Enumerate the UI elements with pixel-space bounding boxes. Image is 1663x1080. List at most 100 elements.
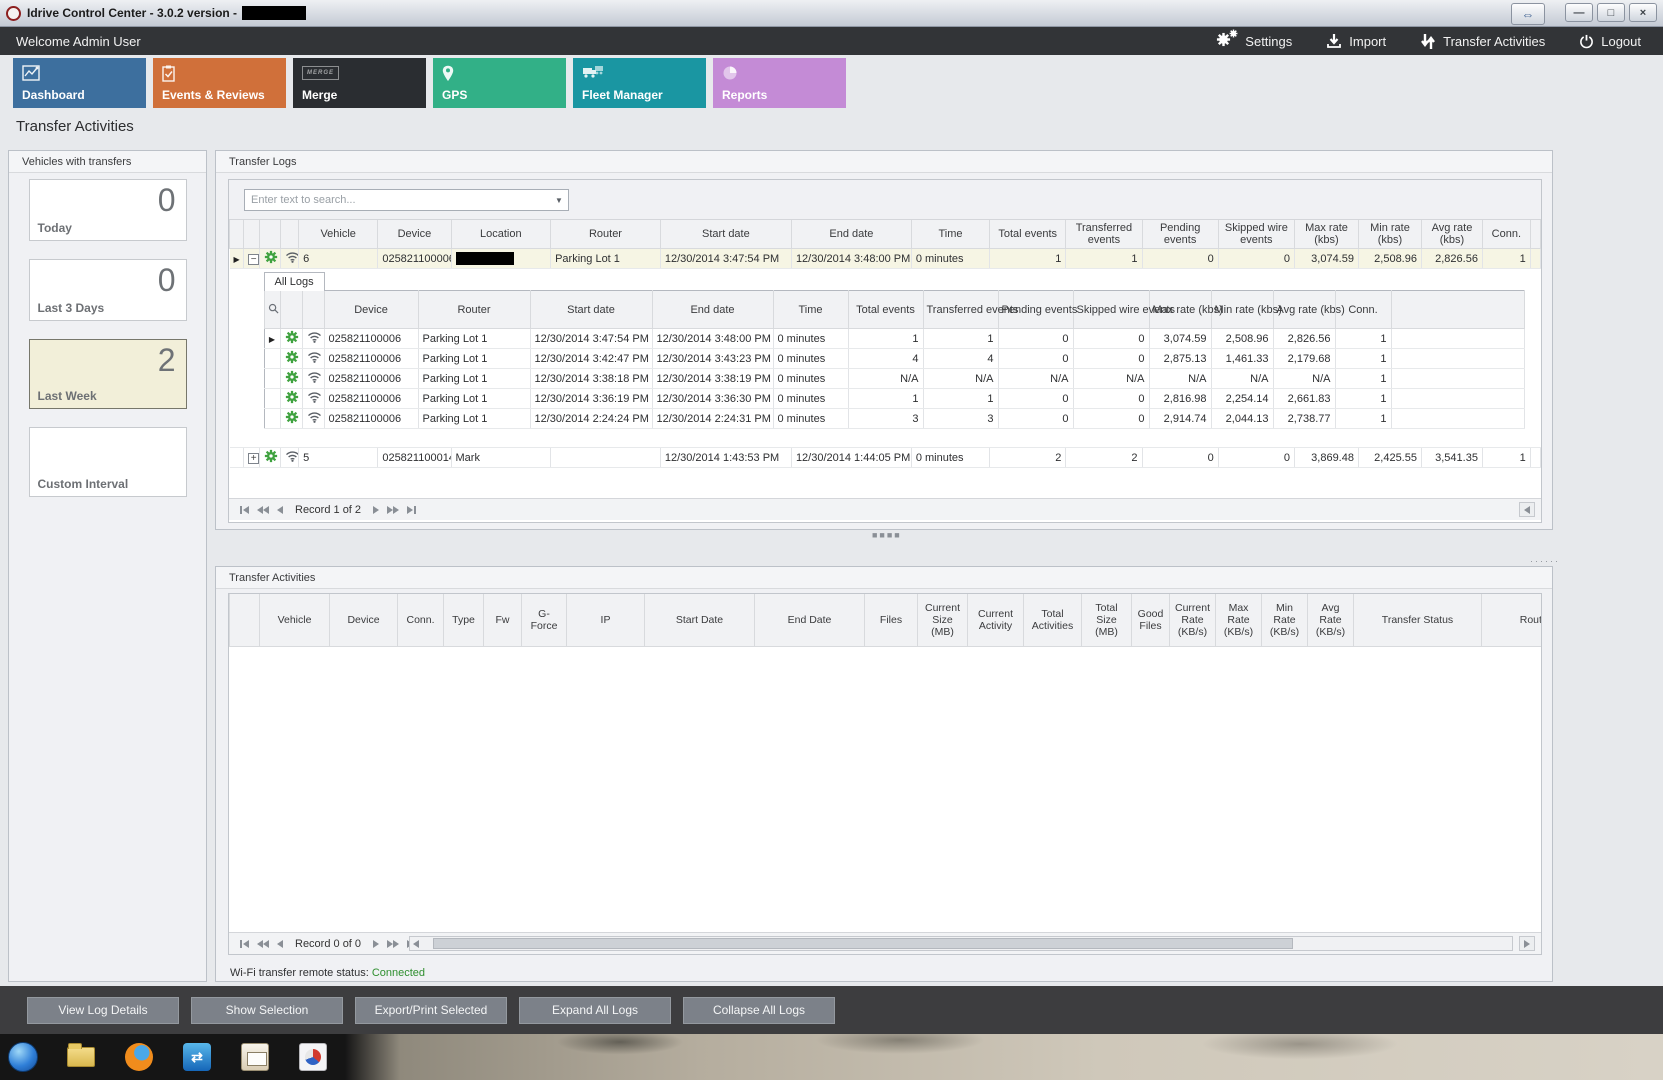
column-header-router[interactable]: Router (417, 290, 531, 329)
all-logs-tab[interactable]: All Logs (263, 272, 325, 291)
column-header-pending-events[interactable]: Pending events (997, 290, 1077, 329)
column-header-router[interactable]: Router (1481, 594, 1541, 647)
export-print-selected-button[interactable]: Export/Print Selected (355, 996, 507, 1024)
column-header-max-rate-kbs-[interactable]: Max rate (kbs) (1293, 220, 1359, 249)
log-row[interactable]: + 5 025821100014 Mark 12/30/2014 1:43:53 … (229, 447, 1542, 468)
scrollbar-thumb[interactable] (433, 938, 1293, 949)
log-row[interactable]: ▶ − 6 025821100006 Parking Lot 1 12/30/201… (229, 248, 1542, 269)
column-header-conn-[interactable]: Conn. (397, 594, 444, 647)
column-header-transferred-events[interactable]: Transferred events (922, 290, 1018, 329)
prev-page-button[interactable] (257, 505, 269, 514)
show-selection-button[interactable]: Show Selection (191, 996, 343, 1024)
column-header-vehicle[interactable]: Vehicle (259, 594, 330, 647)
column-header-start-date[interactable]: Start date (659, 220, 792, 249)
chevron-down-icon[interactable]: ▼ (555, 195, 563, 205)
column-header-end-date[interactable]: End Date (754, 594, 865, 647)
filter-card-custom-interval[interactable]: Custom Interval (28, 427, 187, 497)
column-header-skipped-wire-events[interactable]: Skipped wire events (1217, 220, 1295, 249)
expand-row-button[interactable]: + (248, 452, 259, 464)
column-header-time[interactable]: Time (772, 290, 849, 329)
close-button[interactable]: × (1629, 3, 1657, 22)
search-icon[interactable] (268, 303, 279, 314)
column-header-avg-rate-kbs-[interactable]: Avg rate (kbs) (1272, 290, 1345, 329)
column-header-end-date[interactable]: End date (790, 220, 912, 249)
column-header-current-size-mb-[interactable]: Current Size (MB) (917, 594, 968, 647)
log-detail-row[interactable]: 025821100006 Parking Lot 1 12/30/2014 3:36… (264, 388, 1525, 409)
log-detail-row[interactable]: 025821100006 Parking Lot 1 12/30/2014 3:38… (264, 368, 1525, 389)
column-header-max-rate-kbs-[interactable]: Max rate (kbs) (1148, 290, 1223, 329)
column-header-min-rate-kbs-[interactable]: Min rate (kbs) (1210, 290, 1282, 329)
column-header-transfer-status[interactable]: Transfer Status (1353, 594, 1482, 647)
tab-fleet-manager[interactable]: Fleet Manager (573, 58, 706, 108)
column-header-location[interactable]: Location (450, 220, 552, 249)
column-header-total-activities[interactable]: Total Activities (1023, 594, 1082, 647)
horizontal-scrollbar[interactable] (409, 936, 1513, 951)
log-detail-row[interactable]: 025821100006 Parking Lot 1 12/30/2014 2:24… (264, 408, 1525, 429)
prev-record-button[interactable] (277, 939, 283, 948)
last-record-button[interactable] (407, 505, 417, 514)
column-header-current-activity[interactable]: Current Activity (967, 594, 1024, 647)
column-header-conn-[interactable]: Conn. (1334, 290, 1392, 329)
column-header-device[interactable]: Device (323, 290, 419, 329)
settings-button[interactable]: Settings (1216, 29, 1292, 50)
column-header-avg-rate-kb-s-[interactable]: Avg Rate (KB/s) (1307, 594, 1354, 647)
scroll-left-button[interactable] (1519, 502, 1535, 517)
column-header-ip[interactable]: IP (566, 594, 645, 647)
maximize-button[interactable]: □ (1597, 3, 1625, 22)
logout-button[interactable]: Logout (1579, 34, 1641, 49)
tab-dashboard[interactable]: Dashboard (13, 58, 146, 108)
column-header-min-rate-kb-s-[interactable]: Min Rate (KB/s) (1261, 594, 1308, 647)
next-record-button[interactable] (373, 505, 380, 514)
log-detail-row[interactable]: 025821100006 Parking Lot 1 12/30/2014 3:42… (264, 348, 1525, 369)
tab-merge[interactable]: MERGE Merge (293, 58, 426, 108)
column-header-current-rate-kb-s-[interactable]: Current Rate (KB/s) (1169, 594, 1216, 647)
collapse-row-button[interactable]: − (248, 253, 259, 265)
filter-card-today[interactable]: 0 Today (28, 179, 187, 241)
tab-reports[interactable]: Reports (713, 58, 846, 108)
column-header-max-rate-kb-s-[interactable]: Max Rate (KB/s) (1215, 594, 1262, 647)
column-header-conn-[interactable]: Conn. (1481, 220, 1531, 249)
column-header-vehicle[interactable]: Vehicle (298, 220, 379, 249)
resize-button[interactable]: ⇔ (1511, 3, 1545, 25)
column-header-files[interactable]: Files (864, 594, 918, 647)
prev-record-button[interactable] (277, 505, 283, 514)
column-header-end-date[interactable]: End date (651, 290, 774, 329)
view-log-details-button[interactable]: View Log Details (27, 996, 179, 1024)
splitter-grip[interactable]: ■■■■ (872, 530, 902, 540)
firefox-icon[interactable] (122, 1040, 156, 1074)
search-input[interactable] (245, 194, 550, 206)
log-detail-row[interactable]: ▶ 025821100006 Parking Lot 1 12/30/2014 3:… (264, 328, 1525, 349)
panel-resize-grip[interactable]: ······ (1530, 556, 1560, 566)
file-explorer-icon[interactable] (64, 1040, 98, 1074)
column-header-device[interactable]: Device (329, 594, 398, 647)
minimize-button[interactable]: — (1565, 3, 1593, 22)
collapse-all-logs-button[interactable]: Collapse All Logs (683, 996, 835, 1024)
scroll-right-button[interactable] (1519, 936, 1535, 951)
column-header-min-rate-kbs-[interactable]: Min rate (kbs) (1357, 220, 1422, 249)
column-header-g-force[interactable]: G-Force (521, 594, 567, 647)
column-header-skipped-wire-events[interactable]: Skipped wire events (1072, 290, 1175, 329)
first-record-button[interactable] (239, 505, 249, 514)
column-header-avg-rate-kbs-[interactable]: Avg rate (kbs) (1420, 220, 1483, 249)
column-header-router[interactable]: Router (550, 220, 661, 249)
column-header-total-size-mb-[interactable]: Total Size (MB) (1081, 594, 1132, 647)
column-header-pending-events[interactable]: Pending events (1141, 220, 1219, 249)
transfer-activities-button[interactable]: Transfer Activities (1420, 33, 1545, 50)
prev-page-button[interactable] (257, 939, 269, 948)
next-page-button[interactable] (387, 505, 400, 514)
column-header-device[interactable]: Device (377, 220, 452, 249)
column-header-start-date[interactable]: Start Date (644, 594, 755, 647)
column-header-total-events[interactable]: Total events (989, 220, 1067, 249)
next-page-button[interactable] (387, 939, 400, 948)
import-button[interactable]: Import (1326, 33, 1386, 49)
windows-start-icon[interactable] (6, 1040, 40, 1074)
next-record-button[interactable] (373, 939, 380, 948)
expand-all-logs-button[interactable]: Expand All Logs (519, 996, 671, 1024)
column-header-fw[interactable]: Fw (483, 594, 522, 647)
column-header-type[interactable]: Type (443, 594, 484, 647)
column-header-time[interactable]: Time (910, 220, 991, 249)
column-header-total-events[interactable]: Total events (847, 290, 924, 329)
column-header-transferred-events[interactable]: Transferred events (1065, 220, 1143, 249)
tab-gps[interactable]: GPS (433, 58, 566, 108)
mail-app-icon[interactable] (238, 1040, 272, 1074)
